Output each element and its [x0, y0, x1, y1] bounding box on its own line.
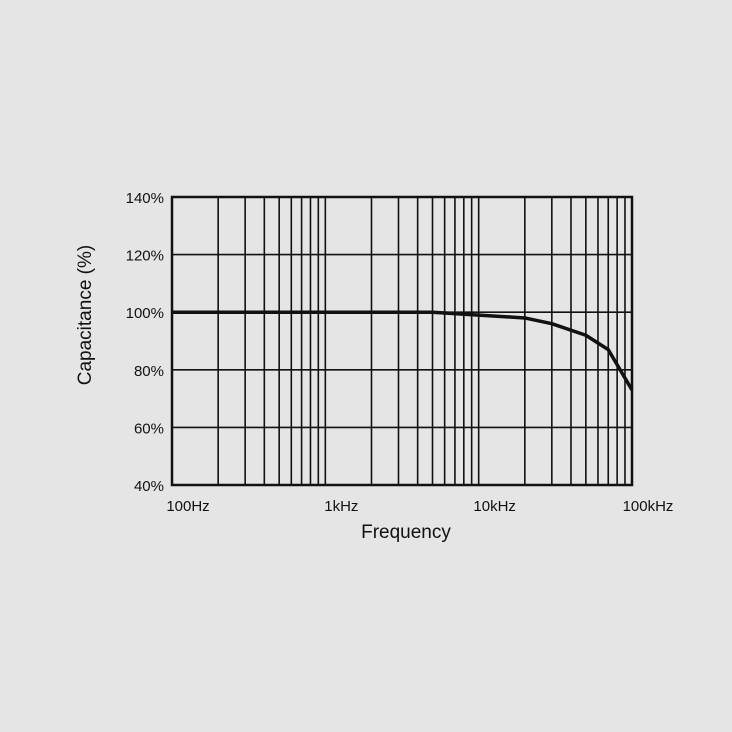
y-tick-label: 40% — [134, 478, 164, 495]
x-tick-label: 100Hz — [166, 498, 209, 515]
x-tick-label: 1kHz — [324, 498, 358, 515]
plot-frame — [170, 195, 634, 487]
x-axis-title: Frequency — [361, 522, 451, 543]
line-series — [172, 310, 634, 391]
y-axis-title: Capacitance (%) — [75, 245, 96, 385]
y-tick-label: 140% — [126, 190, 164, 207]
y-tick-label: 100% — [126, 305, 164, 322]
y-tick-label: 80% — [134, 363, 164, 380]
y-tick-label: 60% — [134, 420, 164, 437]
x-tick-label: 100kHz — [623, 498, 674, 515]
y-tick-label: 120% — [126, 248, 164, 265]
x-tick-label: 10kHz — [473, 498, 516, 515]
